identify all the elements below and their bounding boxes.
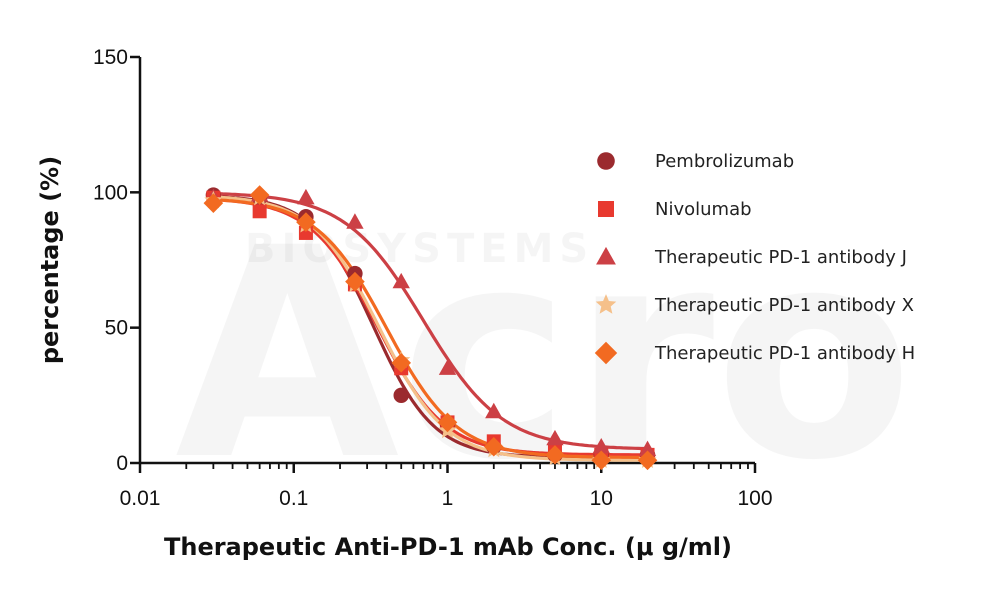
x-tick-label: 0.01 [120, 487, 161, 510]
legend-label-3: Therapeutic PD-1 antibody X [654, 295, 914, 316]
x-tick-label: 100 [737, 487, 772, 510]
data-point-4 [437, 412, 458, 433]
fit-curve-4 [211, 198, 650, 459]
fit-curve-2 [211, 191, 650, 451]
data-points [203, 185, 658, 471]
data-point-4 [637, 450, 658, 471]
data-point-2 [346, 213, 364, 229]
legend-label-1: Nivolumab [655, 199, 752, 220]
legend-label-4: Therapeutic PD-1 antibody H [654, 343, 915, 364]
x-tick-label: 1 [442, 487, 454, 510]
data-point-2 [485, 402, 503, 419]
data-point-0 [393, 387, 409, 404]
data-point-4 [249, 185, 270, 205]
data-point-2 [297, 188, 315, 205]
legend-marker-4 [594, 341, 618, 365]
y-tick-label: 50 [105, 317, 128, 340]
data-point-4 [391, 353, 412, 373]
y-tick-label: 0 [116, 452, 128, 475]
data-point-2 [638, 440, 657, 457]
legend-marker-1 [598, 201, 614, 217]
data-point-4 [483, 436, 504, 457]
legend-marker-3 [595, 294, 617, 314]
x-axis-title: Therapeutic Anti-PD-1 mAb Conc. (μ g/ml) [164, 533, 732, 561]
data-point-2 [592, 437, 610, 454]
data-point-1 [252, 204, 267, 219]
legend-marker-2 [596, 246, 616, 265]
data-point-2 [438, 359, 457, 375]
legend: Pembrolizumab Nivolumab Therapeutic PD-1 a… [594, 151, 915, 365]
data-point-2 [392, 272, 410, 289]
legend-label-0: Pembrolizumab [655, 151, 794, 172]
y-axis-title: percentage (%) [36, 156, 64, 364]
data-point-4 [203, 193, 224, 213]
data-point-2 [546, 429, 564, 446]
data-point-4 [296, 212, 316, 232]
y-tick-label: 150 [93, 46, 128, 69]
legend-marker-0 [597, 152, 615, 170]
x-tick-label: 0.1 [279, 487, 308, 510]
y-tick-label: 100 [93, 181, 128, 204]
data-point-4 [545, 445, 565, 465]
fit-curves [211, 191, 650, 462]
watermark-subtext: BIOSYSTEMS [245, 226, 594, 272]
data-point-4 [591, 450, 612, 471]
x-tick-label: 10 [590, 487, 613, 510]
data-point-4 [345, 271, 365, 292]
legend-label-2: Therapeutic PD-1 antibody J [654, 247, 907, 268]
